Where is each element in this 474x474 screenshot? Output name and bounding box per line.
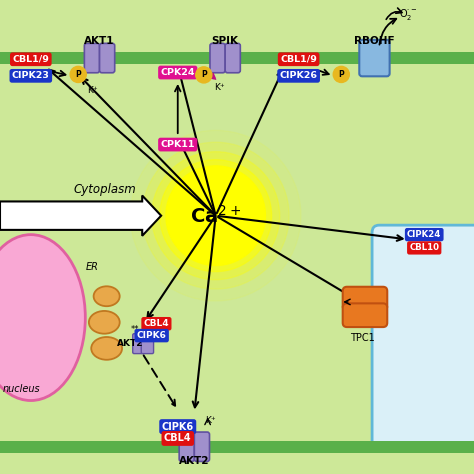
FancyBboxPatch shape	[210, 44, 225, 73]
Text: K⁺: K⁺	[214, 83, 225, 92]
FancyBboxPatch shape	[179, 432, 194, 462]
Circle shape	[130, 130, 301, 301]
Ellipse shape	[94, 286, 119, 306]
Text: AKT2: AKT2	[117, 339, 144, 348]
Text: nucleus: nucleus	[2, 383, 40, 394]
Circle shape	[160, 160, 272, 272]
FancyBboxPatch shape	[100, 44, 115, 73]
FancyBboxPatch shape	[141, 334, 154, 354]
Bar	[0, 52, 474, 64]
Text: K⁺: K⁺	[87, 86, 98, 94]
Text: P: P	[201, 71, 207, 79]
Text: AKT2: AKT2	[179, 456, 210, 466]
Text: CBL1/9: CBL1/9	[280, 55, 317, 64]
Circle shape	[70, 66, 86, 82]
Ellipse shape	[89, 311, 119, 334]
Text: CBL1/9: CBL1/9	[12, 55, 49, 64]
Text: RBOHF: RBOHF	[354, 36, 395, 46]
Text: CPK24: CPK24	[161, 68, 195, 77]
Text: CIPK26: CIPK26	[280, 72, 318, 80]
Text: CBL4: CBL4	[164, 433, 191, 444]
FancyBboxPatch shape	[359, 40, 390, 76]
Text: P: P	[75, 70, 81, 79]
FancyBboxPatch shape	[133, 334, 145, 354]
FancyBboxPatch shape	[343, 287, 387, 310]
Circle shape	[196, 67, 212, 83]
Text: CBL10: CBL10	[409, 244, 439, 252]
FancyBboxPatch shape	[84, 44, 100, 73]
Text: CBL4: CBL4	[144, 319, 169, 328]
Text: CPK11: CPK11	[161, 140, 195, 149]
Text: TPC1: TPC1	[350, 333, 375, 343]
Text: SPIK: SPIK	[212, 36, 238, 46]
FancyArrow shape	[0, 195, 161, 236]
Circle shape	[166, 166, 265, 265]
Text: CIPK23: CIPK23	[12, 72, 50, 80]
FancyBboxPatch shape	[225, 44, 240, 73]
Text: AKT1: AKT1	[84, 36, 115, 46]
Text: CIPK6: CIPK6	[137, 331, 167, 340]
Text: O$_2^{·-}$: O$_2^{·-}$	[400, 7, 418, 22]
Ellipse shape	[91, 337, 122, 360]
FancyBboxPatch shape	[194, 432, 210, 462]
FancyBboxPatch shape	[372, 225, 474, 448]
Text: Cytoplasm: Cytoplasm	[73, 183, 136, 196]
Ellipse shape	[0, 235, 85, 401]
Text: Ca$^{2+}$: Ca$^{2+}$	[190, 205, 241, 227]
Text: CIPK24: CIPK24	[407, 230, 441, 239]
Text: K⁺: K⁺	[206, 417, 216, 425]
Circle shape	[142, 142, 289, 289]
Text: P: P	[338, 70, 344, 79]
Circle shape	[152, 152, 280, 280]
Circle shape	[333, 66, 349, 82]
Text: ER: ER	[86, 262, 99, 272]
FancyBboxPatch shape	[343, 303, 387, 327]
Text: CIPK6: CIPK6	[162, 421, 194, 432]
Bar	[0, 441, 474, 453]
Text: **: **	[131, 325, 139, 334]
